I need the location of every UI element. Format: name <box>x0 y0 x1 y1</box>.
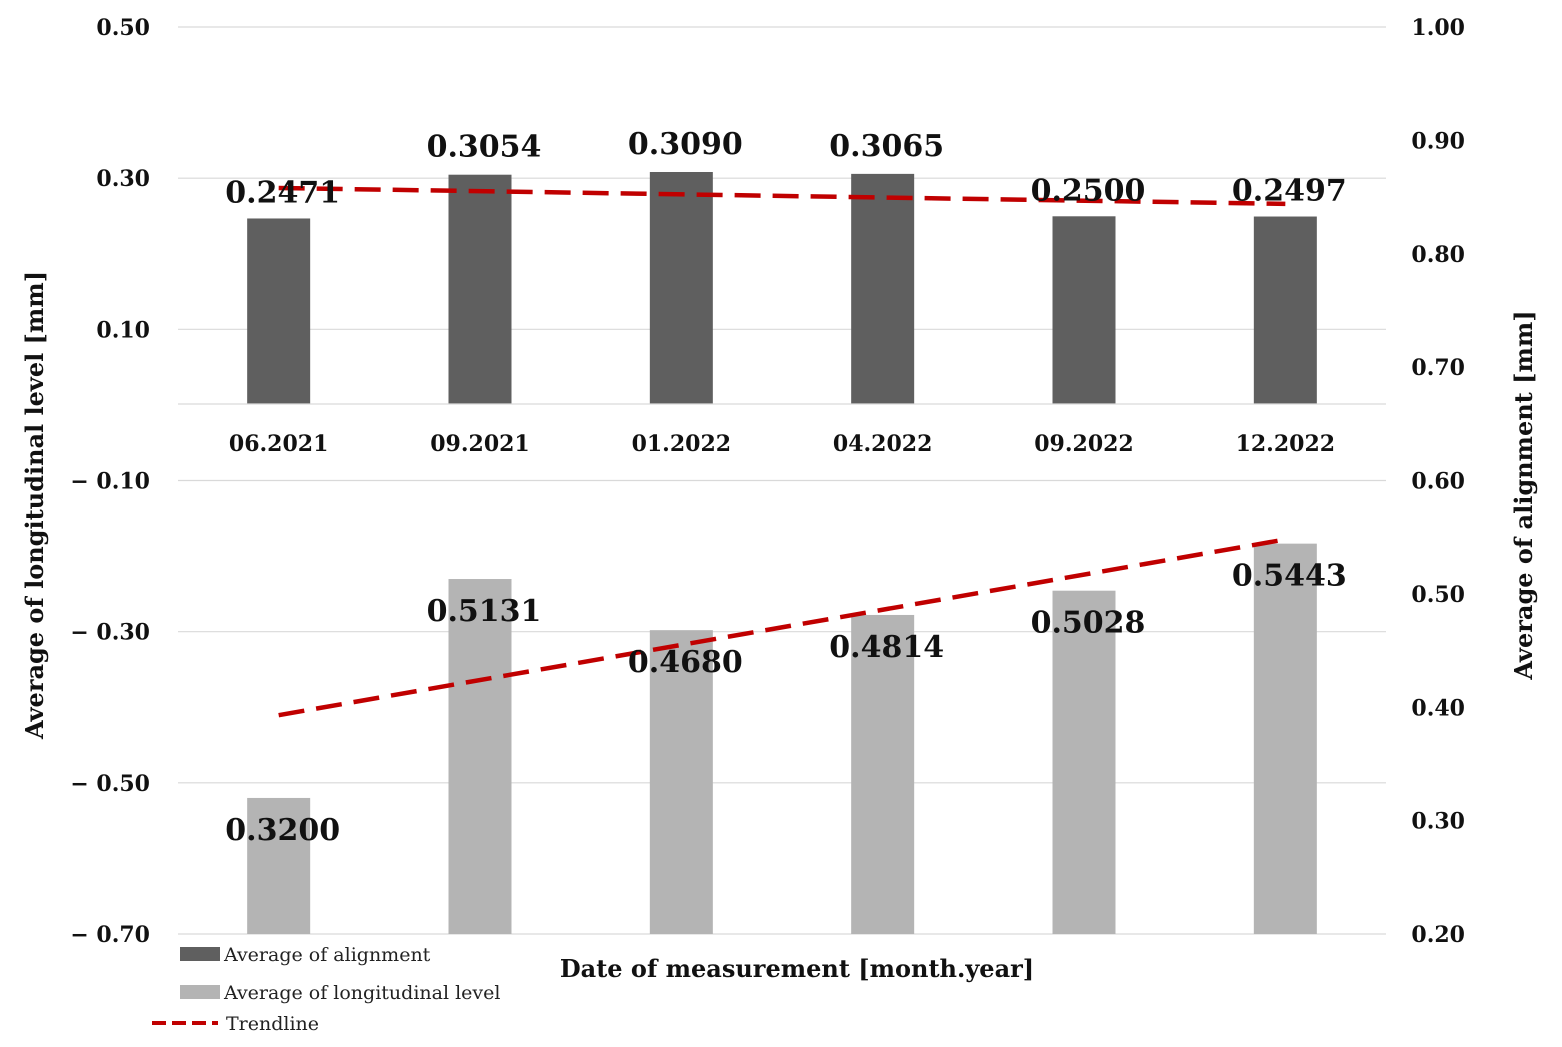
x-tick-label: 06.2021 <box>229 431 329 457</box>
legend: Average of alignment Average of longitud… <box>152 944 500 1035</box>
alignment-data-label: 0.3090 <box>628 127 743 162</box>
y-right-tick-label: 0.30 <box>1411 809 1465 835</box>
y-axis-right-title: Average of alignment [mm] <box>1509 310 1538 680</box>
gridlines <box>178 27 1386 934</box>
alignment-bar <box>247 218 310 404</box>
longitudinal-bar <box>449 579 512 934</box>
longitudinal-data-label: 0.3200 <box>225 813 340 848</box>
legend-label-alignment: Average of alignment <box>223 944 431 966</box>
alignment-bar <box>1254 217 1317 404</box>
x-tick-label: 01.2022 <box>632 431 732 457</box>
bars <box>247 172 1317 934</box>
alignment-data-label: 0.2471 <box>225 175 340 210</box>
longitudinal-bar <box>1053 591 1116 934</box>
y-right-tick-label: 0.70 <box>1411 355 1465 381</box>
y-left-tick-label: 0.10 <box>96 317 150 343</box>
alignment-data-label: 0.2497 <box>1232 174 1347 209</box>
legend-label-trendline: Trendline <box>226 1013 319 1035</box>
legend-label-longitudinal: Average of longitudinal level <box>223 982 500 1004</box>
legend-swatch-alignment <box>180 947 220 961</box>
longitudinal-data-label: 0.4680 <box>628 645 743 680</box>
alignment-data-label: 0.3054 <box>427 130 542 165</box>
alignment-bar <box>1053 216 1116 404</box>
y-left-tick-label: − 0.10 <box>70 469 150 495</box>
y-left-tick-label: − 0.50 <box>70 771 150 797</box>
legend-swatch-longitudinal <box>180 985 220 999</box>
y-right-tick-label: 0.50 <box>1411 582 1465 608</box>
longitudinal-data-label: 0.5028 <box>1031 606 1146 641</box>
x-axis-title: Date of measurement [month.year] <box>560 954 1034 983</box>
y-right-tick-label: 0.60 <box>1411 469 1465 495</box>
chart: 0.2471 0.3054 0.3090 0.3065 0.2500 0.2497 0.32… <box>0 0 1562 1047</box>
y-right-tick-label: 1.00 <box>1411 15 1465 41</box>
x-tick-label: 09.2021 <box>430 431 530 457</box>
longitudinal-data-label: 0.5443 <box>1232 559 1347 594</box>
x-tick-label: 04.2022 <box>833 431 933 457</box>
data-labels: 0.2471 0.3054 0.3090 0.3065 0.2500 0.2497 0.32… <box>225 127 1346 848</box>
y-right-tick-label: 0.80 <box>1411 242 1465 268</box>
alignment-data-label: 0.3065 <box>829 129 944 164</box>
y-right-tick-label: 0.90 <box>1411 128 1465 154</box>
alignment-data-label: 0.2500 <box>1031 173 1146 208</box>
y-axis-left-title: Average of longitudinal level [mm] <box>20 271 49 740</box>
y-left-tick-label: − 0.70 <box>70 922 150 948</box>
y-left-tick-label: 0.50 <box>96 15 150 41</box>
y-right-tick-label: 0.40 <box>1411 695 1465 721</box>
y-right-tick-label: 0.20 <box>1411 922 1465 948</box>
longitudinal-data-label: 0.5131 <box>427 594 542 629</box>
alignment-bar <box>851 174 914 404</box>
y-left-tick-label: 0.30 <box>96 166 150 192</box>
longitudinal-bar <box>1254 544 1317 934</box>
y-left-tick-label: − 0.30 <box>70 620 150 646</box>
x-tick-label: 09.2022 <box>1034 431 1134 457</box>
x-tick-label: 12.2022 <box>1236 431 1336 457</box>
alignment-bar <box>650 172 713 404</box>
alignment-bar <box>449 175 512 404</box>
longitudinal-data-label: 0.4814 <box>829 630 944 665</box>
